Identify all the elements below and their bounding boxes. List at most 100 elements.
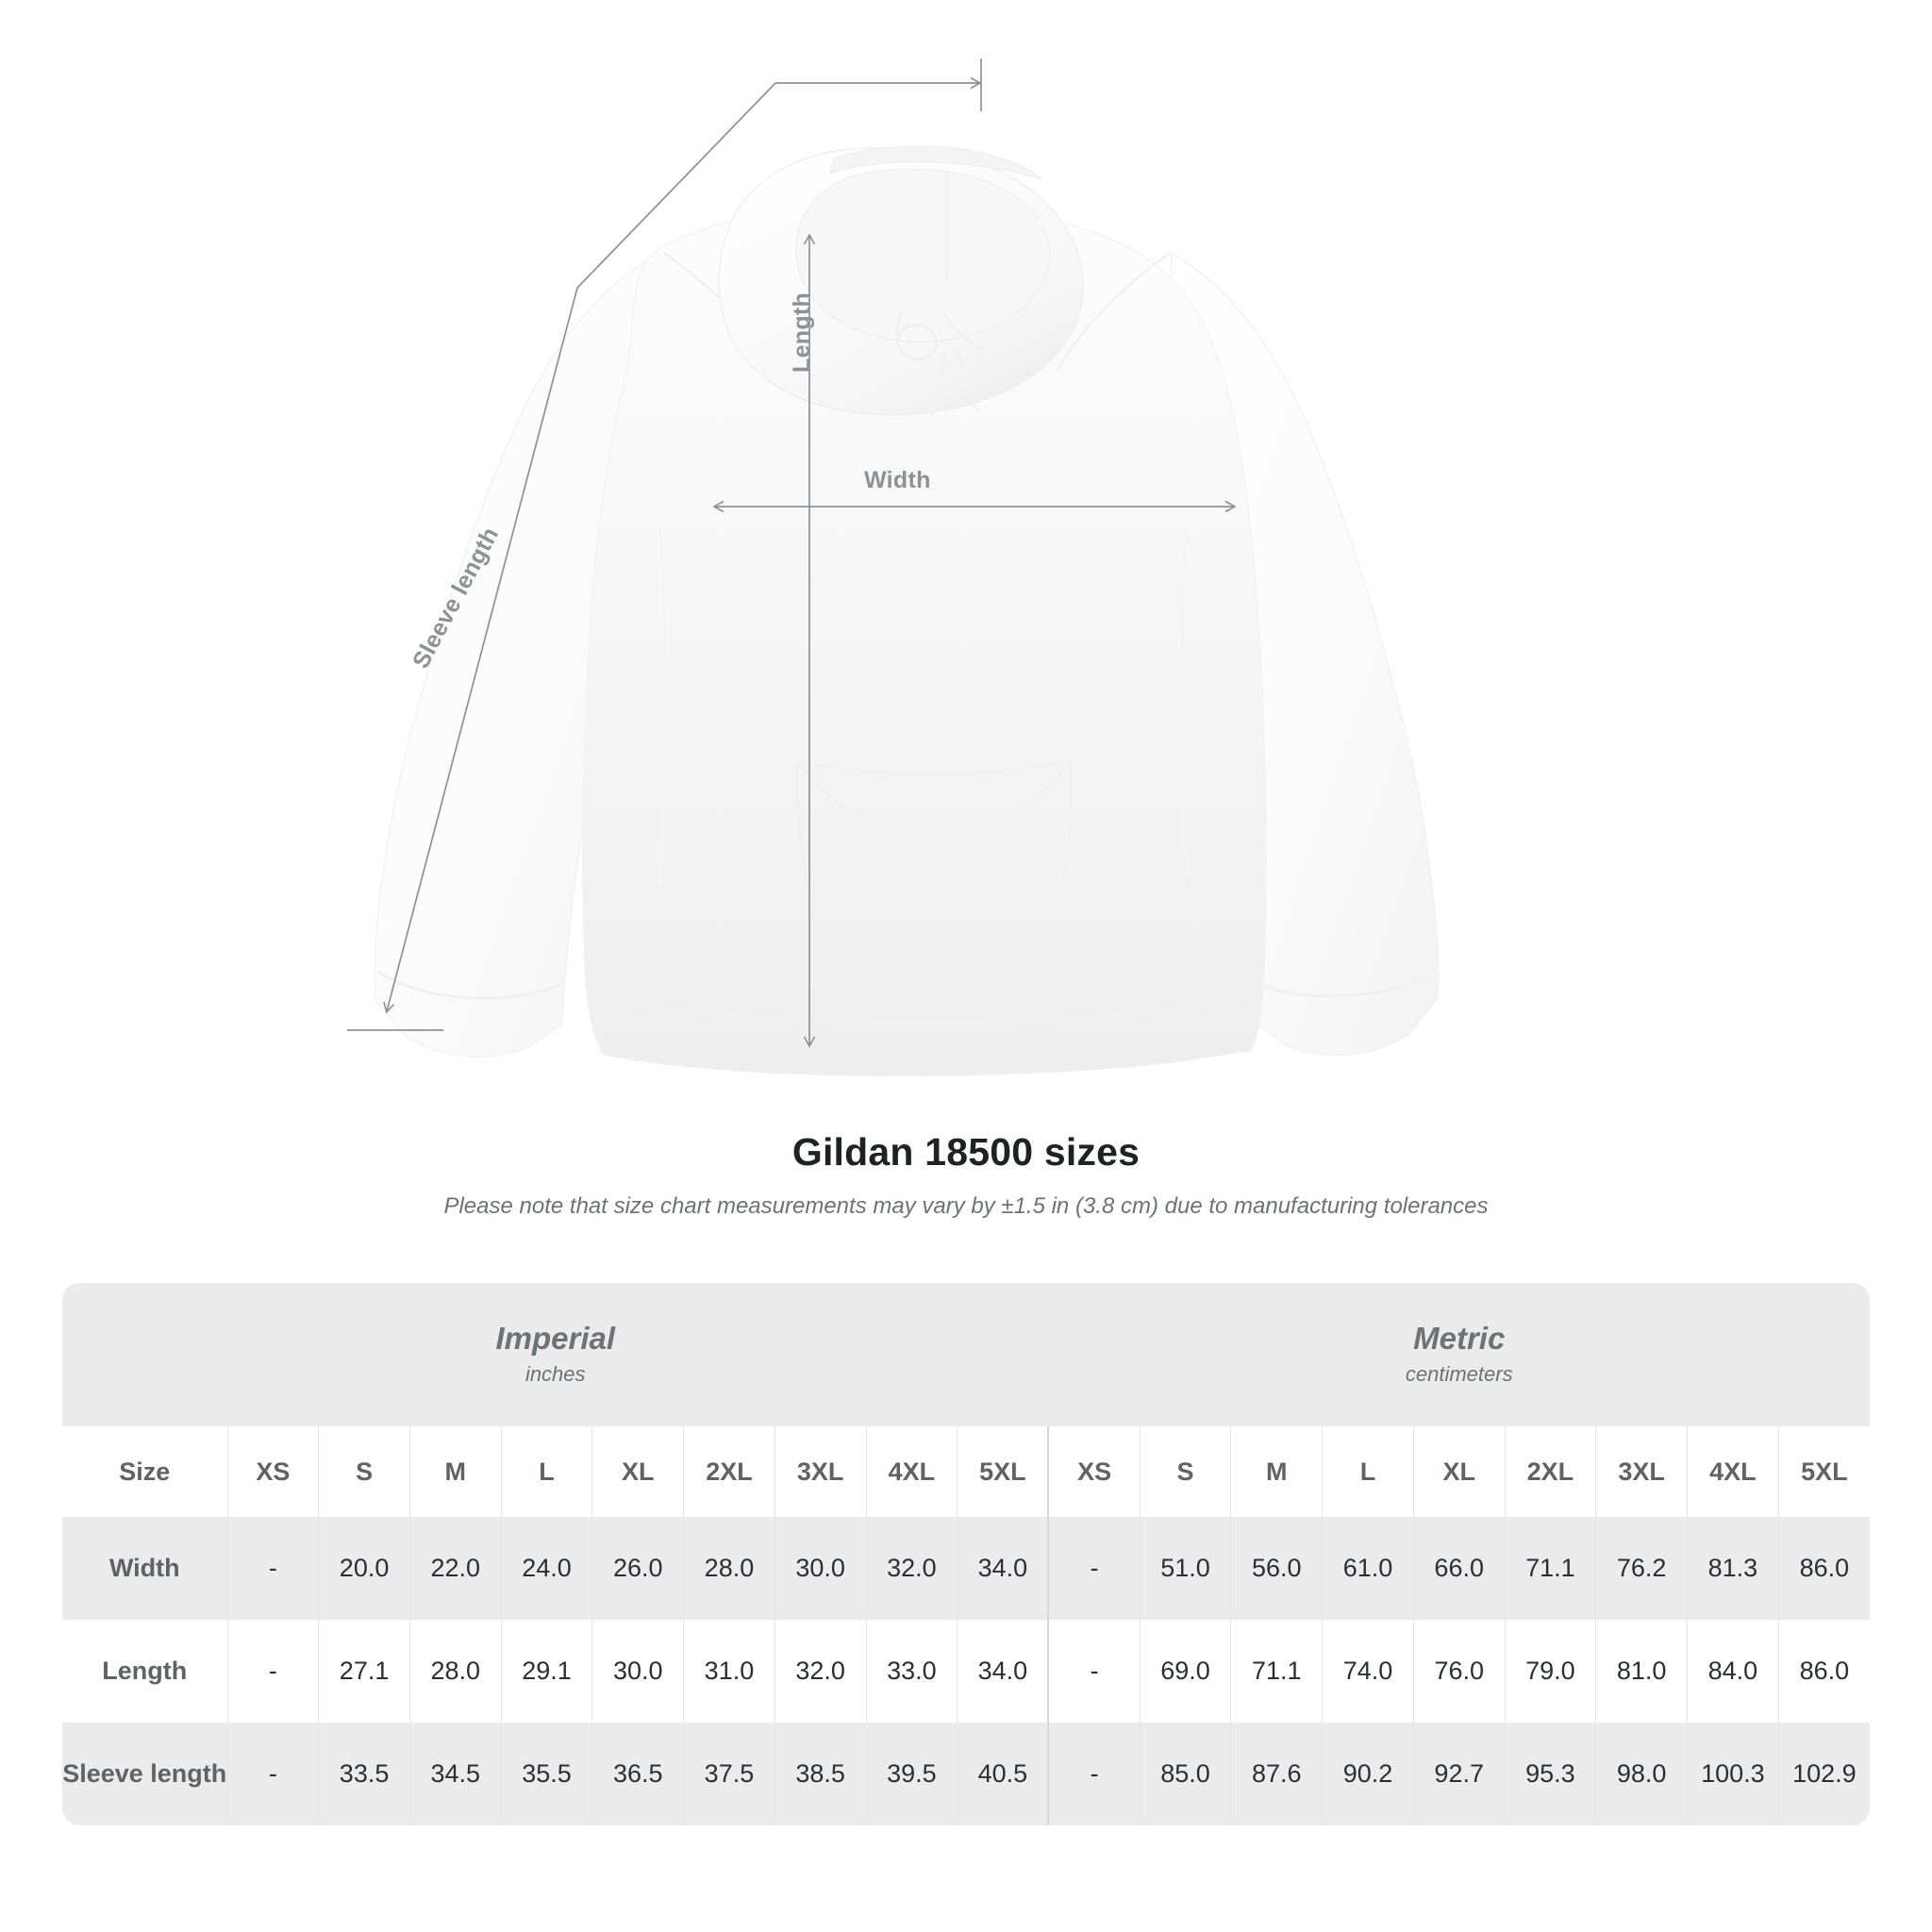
cell: 38.5 [774, 1723, 867, 1825]
size-col-imperial-l: L [500, 1426, 592, 1517]
leader-diagonal-upper [576, 82, 776, 289]
cell: - [1047, 1517, 1141, 1620]
cell: 39.5 [865, 1723, 958, 1825]
size-header-row: Size XS S M L XL 2XL 3XL 4XL 5XL XS S M … [62, 1426, 1870, 1517]
cell: 74.0 [1322, 1620, 1414, 1723]
cell: 24.0 [500, 1517, 592, 1620]
row-label-sleeve-length: Sleeve length [62, 1723, 227, 1825]
row-label-length: Length [62, 1620, 227, 1723]
cell: 32.0 [774, 1620, 867, 1723]
imperial-unit-cell: Imperial inches [62, 1283, 1049, 1426]
imperial-unit: inches [525, 1361, 586, 1386]
cell: 29.1 [500, 1620, 592, 1723]
cell: 28.0 [683, 1517, 775, 1620]
size-col-metric-3xl: 3XL [1595, 1426, 1688, 1517]
cell: 40.5 [957, 1723, 1049, 1825]
size-col-metric-2xl: 2XL [1504, 1426, 1596, 1517]
cell: 31.0 [683, 1620, 775, 1723]
length-dimension-label: Length [789, 291, 815, 373]
cell: - [226, 1620, 319, 1723]
cell: 81.3 [1687, 1517, 1779, 1620]
cell: 32.0 [865, 1517, 958, 1620]
cell: 71.1 [1230, 1620, 1323, 1723]
cell: 71.1 [1504, 1517, 1596, 1620]
cell: 102.9 [1777, 1723, 1870, 1825]
size-chart-table-wrapper: Imperial inches Metric centimeters Size … [62, 1283, 1870, 1825]
page-title: Gildan 18500 sizes [791, 1130, 1141, 1174]
width-dimension-label: Width [864, 467, 931, 493]
cell: 86.0 [1777, 1620, 1870, 1723]
cell: 28.0 [408, 1620, 502, 1723]
size-col-imperial-s: S [318, 1426, 410, 1517]
size-col-imperial-2xl: 2XL [683, 1426, 775, 1517]
cell: 30.0 [591, 1620, 684, 1723]
size-col-metric-xl: XL [1412, 1426, 1506, 1517]
cell: 98.0 [1595, 1723, 1688, 1825]
cell: 69.0 [1139, 1620, 1231, 1723]
size-col-imperial-xs: XS [226, 1426, 319, 1517]
metric-unit-cell: Metric centimeters [1048, 1283, 1870, 1426]
cell: 87.6 [1230, 1723, 1323, 1825]
cell: 27.1 [318, 1620, 410, 1723]
cell: 33.0 [865, 1620, 958, 1723]
size-col-metric-xs: XS [1047, 1426, 1141, 1517]
cell: 20.0 [318, 1517, 410, 1620]
cell: 34.0 [957, 1517, 1049, 1620]
cell: - [1047, 1723, 1141, 1825]
size-chart-table: Imperial inches Metric centimeters Size … [62, 1283, 1870, 1825]
cell: 100.3 [1687, 1723, 1779, 1825]
sleeve-length-arrow [383, 287, 578, 1014]
cell: 51.0 [1139, 1517, 1231, 1620]
cell: 85.0 [1139, 1723, 1231, 1825]
cell: 95.3 [1504, 1723, 1596, 1825]
size-col-imperial-3xl: 3XL [774, 1426, 867, 1517]
cell: 84.0 [1687, 1620, 1779, 1723]
unit-banner-row: Imperial inches Metric centimeters [62, 1283, 1870, 1426]
cell: 61.0 [1322, 1517, 1414, 1620]
cell: 86.0 [1777, 1517, 1870, 1620]
row-label-width: Width [62, 1517, 227, 1620]
size-col-metric-l: L [1322, 1426, 1414, 1517]
cell: 26.0 [591, 1517, 684, 1620]
table-row: Width - 20.0 22.0 24.0 26.0 28.0 30.0 32… [62, 1517, 1870, 1620]
cell: 92.7 [1412, 1723, 1506, 1825]
cell: 34.0 [957, 1620, 1049, 1723]
cell: - [226, 1517, 319, 1620]
cell: - [1047, 1620, 1141, 1723]
size-col-imperial-m: M [408, 1426, 502, 1517]
cell: - [226, 1723, 319, 1825]
cell: 37.5 [683, 1723, 775, 1825]
hoodie-body [374, 145, 1440, 1077]
metric-unit: centimeters [1405, 1361, 1513, 1386]
table-row: Sleeve length - 33.5 34.5 35.5 36.5 37.5… [62, 1723, 1870, 1825]
cell: 30.0 [774, 1517, 867, 1620]
size-col-metric-s: S [1139, 1426, 1231, 1517]
size-col-metric-4xl: 4XL [1687, 1426, 1779, 1517]
cell: 81.0 [1595, 1620, 1688, 1723]
cell: 76.0 [1412, 1620, 1506, 1723]
cell: 76.2 [1595, 1517, 1688, 1620]
size-col-imperial-4xl: 4XL [865, 1426, 958, 1517]
metric-label: Metric [1413, 1321, 1506, 1357]
cell: 79.0 [1504, 1620, 1596, 1723]
size-col-metric-5xl: 5XL [1777, 1426, 1870, 1517]
cell: 36.5 [591, 1723, 684, 1825]
garment-measurement-diagram: Length Width Sleeve length [347, 58, 1440, 1077]
cell: 34.5 [408, 1723, 502, 1825]
size-col-metric-m: M [1230, 1426, 1323, 1517]
cell: 22.0 [408, 1517, 502, 1620]
imperial-label: Imperial [495, 1321, 616, 1357]
size-header-cell: Size [62, 1426, 227, 1517]
cell: 90.2 [1322, 1723, 1414, 1825]
measurement-guides [347, 58, 1237, 1048]
tolerance-note: Please note that size chart measurements… [443, 1193, 1489, 1219]
size-col-imperial-5xl: 5XL [957, 1426, 1049, 1517]
hoodie-illustration [347, 58, 1440, 1077]
title-block: Gildan 18500 sizes Please note that size… [0, 1130, 1932, 1220]
cell: 66.0 [1412, 1517, 1506, 1620]
cell: 56.0 [1230, 1517, 1323, 1620]
size-col-imperial-xl: XL [591, 1426, 684, 1517]
cell: 35.5 [500, 1723, 592, 1825]
table-row: Length - 27.1 28.0 29.1 30.0 31.0 32.0 3… [62, 1620, 1870, 1723]
